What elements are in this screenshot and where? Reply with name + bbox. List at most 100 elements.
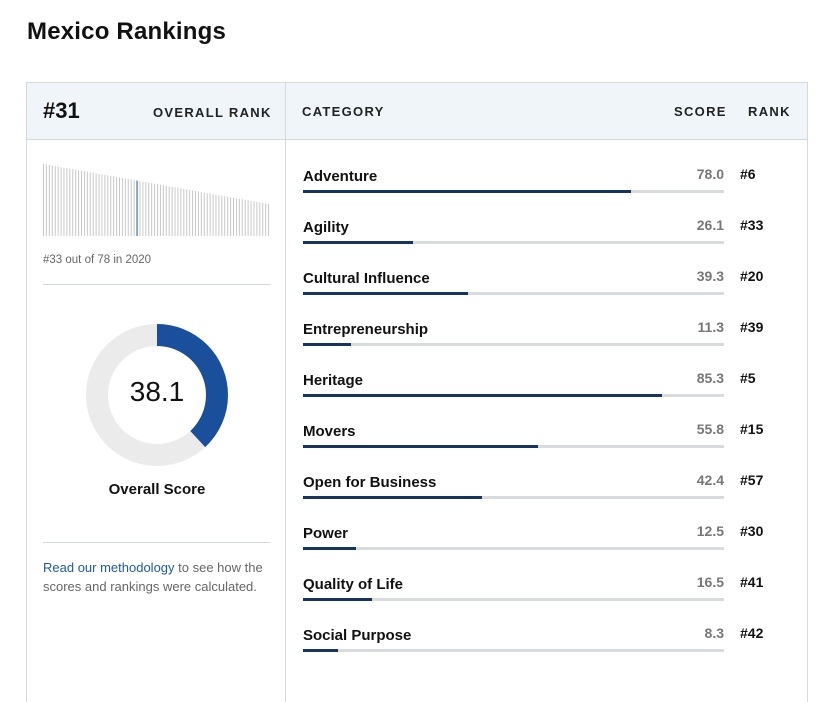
divider: [43, 284, 270, 285]
rank-history-bar: [107, 175, 109, 236]
rank-history-bar: [57, 166, 59, 236]
rank-history-bar: [154, 183, 156, 236]
rank-history-bar: [98, 173, 100, 236]
rank-history-bar: [83, 171, 85, 236]
rank-history-bar: [124, 178, 126, 236]
category-score: 8.3: [704, 625, 724, 641]
rank-history-bar: [75, 169, 77, 236]
category-score: 16.5: [696, 574, 724, 590]
category-name: Quality of Life: [303, 576, 404, 593]
category-score: 11.3: [697, 319, 724, 335]
rank-history-bar: [253, 201, 255, 236]
rank-history-bar: [265, 203, 267, 236]
score-bar-track: [303, 598, 724, 601]
score-bar-fill: [303, 445, 538, 448]
score-bar-fill: [303, 547, 356, 550]
category-score: 78.0: [696, 166, 724, 182]
rank-history-bar: [235, 198, 237, 236]
category-rank: #5: [740, 370, 756, 386]
methodology-link[interactable]: Read our methodology: [43, 560, 175, 575]
category-row: Cultural Influence 39.3 #20: [303, 260, 763, 311]
rank-history-bar: [259, 202, 261, 236]
rank-history-bar: [104, 174, 106, 236]
rank-history-bar: [177, 187, 179, 236]
rank-history-bar: [51, 165, 53, 236]
overall-score-donut: [86, 324, 228, 466]
column-header-category: CATEGORY: [302, 104, 385, 119]
rank-history-bar: [148, 182, 150, 236]
category-row: Adventure 78.0 #6: [303, 158, 756, 209]
rank-history-chart: [43, 164, 270, 236]
category-table-header: CATEGORY SCORE RANK: [286, 83, 807, 140]
rank-history-bar: [244, 199, 246, 236]
category-row: Agility 26.1 #33: [303, 209, 763, 260]
category-row: Open for Business 42.4 #57: [303, 464, 763, 515]
rank-history-bar: [133, 180, 135, 236]
rank-history-bar: [206, 193, 208, 236]
rank-history-bar: [250, 200, 252, 236]
category-rank: #57: [740, 472, 764, 488]
category-row: Heritage 85.3 #5: [303, 362, 756, 413]
rank-history-bar: [165, 185, 167, 236]
rank-history-bar: [221, 195, 223, 236]
category-score: 12.5: [696, 523, 724, 539]
score-bar-fill: [303, 496, 482, 499]
category-name: Power: [303, 525, 349, 542]
rank-history-caption: #33 out of 78 in 2020: [43, 254, 152, 266]
rank-history-bar: [72, 169, 74, 236]
methodology-note: Read our methodology to see how the scor…: [43, 558, 271, 596]
score-bar-track: [303, 190, 724, 193]
rank-history-bar: [157, 184, 158, 236]
rank-history-bar: [218, 195, 220, 236]
category-name: Agility: [303, 219, 349, 236]
rank-history-bar: [69, 168, 71, 236]
category-name: Movers: [303, 423, 356, 440]
rank-history-bar: [159, 184, 161, 236]
category-rank: #33: [740, 217, 764, 233]
rank-history-bar: [54, 166, 56, 236]
category-rank: #42: [740, 625, 764, 641]
category-rank: #30: [740, 523, 764, 539]
category-row: Social Purpose 8.3 #42: [303, 617, 763, 668]
rank-history-bar: [209, 193, 211, 236]
rank-history-bar: [256, 201, 258, 236]
score-bar-track: [303, 241, 724, 244]
rank-history-bar: [183, 188, 185, 236]
overall-score-value: 38.1: [129, 376, 185, 407]
rank-history-bar: [119, 177, 120, 236]
rank-history-bar: [174, 187, 176, 236]
score-bar-fill: [303, 598, 373, 601]
rank-history-bar: [101, 174, 103, 236]
rank-history-bar: [162, 185, 164, 236]
category-rank: #20: [740, 268, 764, 284]
rank-history-bar: [268, 204, 270, 236]
rank-history-bar: [241, 199, 243, 236]
category-list: Adventure 78.0 #6 Agility 26.1 #33 Cultural In…: [286, 140, 807, 702]
score-bar-track: [303, 496, 724, 499]
category-row: Power 12.5 #30: [303, 515, 763, 566]
rank-history-bar: [43, 164, 44, 236]
rank-history-bar: [197, 191, 199, 236]
rank-history-bar: [66, 168, 68, 236]
column-header-rank: RANK: [748, 104, 791, 119]
rank-history-bar: [238, 198, 240, 236]
rank-history-bar: [60, 167, 62, 236]
rank-history-bar: [127, 179, 129, 236]
rank-history-bar: [186, 189, 188, 236]
rank-history-bar: [110, 175, 112, 236]
rank-history-bar: [78, 170, 80, 236]
category-rank: #41: [740, 574, 764, 590]
score-bar-fill: [303, 394, 663, 397]
category-rank: #39: [740, 319, 764, 335]
rank-history-bar: [95, 173, 97, 236]
rank-history-bar: [215, 194, 217, 236]
category-name: Adventure: [303, 168, 378, 185]
rank-history-bar: [48, 165, 50, 236]
rank-history-bar: [116, 176, 118, 236]
category-name: Open for Business: [303, 474, 437, 491]
rank-history-bar: [224, 196, 226, 236]
rank-history-bar: [203, 192, 205, 236]
donut-score-arc: [86, 324, 228, 466]
rank-history-bar: [142, 181, 144, 236]
rank-history-bar: [151, 183, 153, 236]
